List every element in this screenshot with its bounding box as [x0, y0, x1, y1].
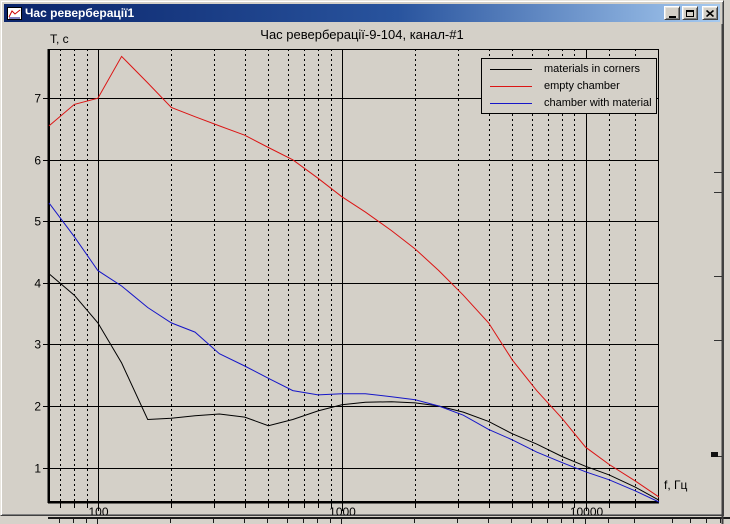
legend-item: chamber with material [482, 95, 656, 111]
window-titlebar[interactable]: Час ревербераціï1 [4, 4, 720, 22]
series-materials-in-corners [48, 273, 660, 501]
chart-plot-area: 1 2 3 4 5 6 7 100 1000 10000 [34, 49, 660, 515]
legend-line-sample-black [490, 68, 532, 70]
y-tick-label: 7 [34, 92, 41, 106]
x-tick-label: 10000 [570, 505, 604, 515]
x-tick-label: 1000 [329, 505, 356, 515]
close-button[interactable] [702, 6, 718, 20]
legend-item: materials in corners [482, 61, 656, 77]
chart-title: Час ревербераціï-9-104, канал-#1 [260, 27, 464, 42]
x-tick-label: 100 [88, 505, 108, 515]
y-tick-label: 4 [34, 277, 41, 291]
legend-item: empty chamber [482, 78, 656, 94]
y-tick-label: 1 [34, 462, 41, 476]
window-title: Час ревербераціï1 [25, 5, 135, 20]
maximize-button[interactable] [682, 6, 698, 20]
legend-label: empty chamber [544, 80, 620, 92]
y-tick-label: 5 [34, 215, 41, 229]
plot-border [49, 49, 659, 502]
legend-line-sample-blue [490, 102, 532, 104]
legend-label: materials in corners [544, 63, 640, 75]
close-icon [706, 9, 714, 17]
chart-legend: materials in corners empty chamber chamb… [481, 58, 657, 114]
maximize-icon [686, 9, 694, 17]
chart-icon [7, 6, 22, 20]
legend-line-sample-red [490, 85, 532, 87]
y-axis-label: Т, с [50, 32, 69, 46]
minimize-button[interactable] [664, 6, 680, 20]
y-tick-label: 2 [34, 400, 41, 414]
app-window: Час ревербераціï1 1 2 3 4 5 6 7 100 1000 10000 Ча… [0, 0, 724, 516]
y-tick-label: 3 [34, 338, 41, 352]
series-chamber-with-material [48, 202, 660, 503]
x-axis-label: f, Гц [664, 478, 688, 492]
y-tick-label: 6 [34, 154, 41, 168]
minimize-icon [668, 15, 676, 18]
legend-label: chamber with material [544, 97, 652, 109]
series-empty-chamber [48, 55, 660, 498]
